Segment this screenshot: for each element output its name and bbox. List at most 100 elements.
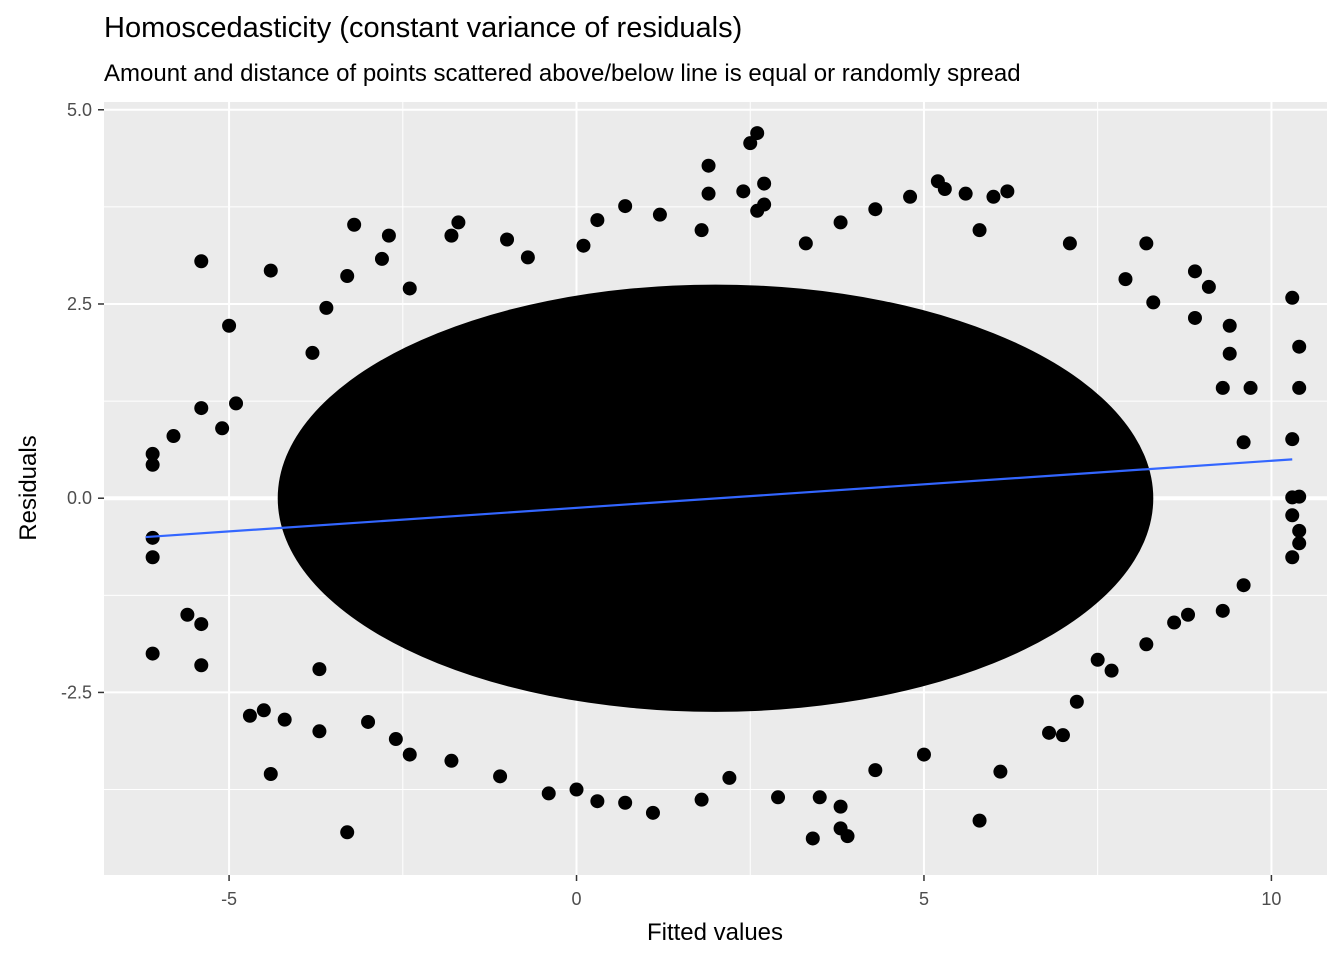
data-point bbox=[166, 429, 181, 444]
data-point bbox=[1215, 380, 1230, 395]
data-point bbox=[500, 232, 515, 247]
data-point bbox=[215, 421, 230, 436]
y-axis-ticks: -2.5 0.0 2.5 5.0 bbox=[61, 100, 104, 702]
data-point bbox=[145, 550, 160, 565]
data-point bbox=[618, 199, 633, 214]
data-point bbox=[771, 790, 786, 805]
x-axis-ticks: -5 0 5 10 bbox=[221, 875, 1281, 909]
data-point bbox=[194, 254, 209, 269]
data-point bbox=[812, 790, 827, 805]
data-point bbox=[444, 753, 459, 768]
data-point bbox=[1167, 615, 1182, 630]
data-point bbox=[1187, 264, 1202, 279]
data-point bbox=[1042, 725, 1057, 740]
x-tick-label: 5 bbox=[919, 889, 929, 909]
data-point bbox=[381, 228, 396, 243]
data-point bbox=[1187, 310, 1202, 325]
data-point bbox=[1285, 432, 1300, 447]
data-point bbox=[1104, 663, 1119, 678]
data-point bbox=[1090, 652, 1105, 667]
data-point bbox=[1118, 272, 1133, 287]
data-point bbox=[618, 795, 633, 810]
data-point bbox=[1146, 295, 1161, 310]
data-point bbox=[1222, 346, 1237, 361]
data-point bbox=[388, 732, 403, 747]
scatter-points bbox=[145, 126, 1307, 846]
data-point bbox=[694, 223, 709, 238]
data-point bbox=[263, 263, 278, 278]
data-point bbox=[805, 831, 820, 846]
data-point bbox=[576, 238, 591, 253]
x-axis-title: Fitted values bbox=[647, 919, 783, 946]
data-point bbox=[374, 251, 389, 266]
fit-line bbox=[145, 458, 1293, 539]
data-point bbox=[1222, 318, 1237, 333]
data-point bbox=[757, 197, 772, 212]
fit-line-segment bbox=[145, 458, 1293, 539]
data-point bbox=[833, 215, 848, 230]
data-point bbox=[590, 213, 605, 228]
data-point bbox=[493, 769, 508, 784]
data-point bbox=[263, 767, 278, 782]
data-point bbox=[444, 228, 459, 243]
data-point bbox=[798, 236, 813, 251]
data-point bbox=[569, 782, 584, 797]
data-point bbox=[1292, 536, 1307, 551]
data-point bbox=[1243, 380, 1258, 395]
data-point bbox=[402, 281, 417, 296]
data-point bbox=[347, 217, 362, 232]
data-point bbox=[833, 799, 848, 814]
data-point bbox=[361, 714, 376, 729]
data-point bbox=[743, 136, 758, 151]
data-point bbox=[1139, 236, 1154, 251]
data-point bbox=[903, 189, 918, 204]
data-point bbox=[145, 530, 160, 545]
data-point bbox=[1285, 550, 1300, 565]
data-point bbox=[1062, 236, 1077, 251]
data-point bbox=[1285, 508, 1300, 523]
data-point bbox=[986, 189, 1001, 204]
data-point bbox=[1139, 637, 1154, 652]
data-point bbox=[750, 126, 765, 141]
data-point bbox=[1201, 279, 1216, 294]
data-point bbox=[229, 396, 244, 411]
data-point bbox=[645, 805, 660, 820]
data-point bbox=[1292, 523, 1307, 538]
x-tick-label: -5 bbox=[221, 889, 237, 909]
y-tick-label: 0.0 bbox=[67, 488, 92, 508]
y-tick-label: 2.5 bbox=[67, 294, 92, 314]
data-point bbox=[937, 182, 952, 197]
chart-title: Homoscedasticity (constant variance of r… bbox=[104, 12, 743, 44]
data-point bbox=[590, 794, 605, 809]
chart-subtitle: Amount and distance of points scattered … bbox=[104, 60, 1021, 87]
x-tick-label: 0 bbox=[572, 889, 582, 909]
data-point bbox=[1215, 603, 1230, 618]
y-tick-label: 5.0 bbox=[67, 100, 92, 120]
data-point bbox=[312, 724, 327, 739]
y-tick-label: -2.5 bbox=[61, 682, 92, 702]
data-point bbox=[652, 207, 667, 222]
data-point bbox=[1292, 489, 1307, 504]
data-point bbox=[180, 607, 195, 622]
data-point bbox=[868, 202, 883, 217]
data-point bbox=[194, 658, 209, 673]
data-point bbox=[916, 747, 931, 762]
data-point bbox=[277, 712, 292, 727]
x-tick-label: 10 bbox=[1261, 889, 1281, 909]
data-point bbox=[305, 345, 320, 360]
data-point bbox=[340, 825, 355, 840]
data-point bbox=[145, 457, 160, 472]
data-point bbox=[451, 215, 466, 230]
data-point bbox=[972, 223, 987, 238]
data-point bbox=[701, 186, 716, 201]
data-point bbox=[1292, 339, 1307, 354]
data-point bbox=[757, 176, 772, 191]
data-point bbox=[694, 792, 709, 807]
data-point bbox=[194, 401, 209, 416]
data-point bbox=[1236, 578, 1251, 593]
data-point bbox=[1069, 694, 1084, 709]
data-point bbox=[1285, 290, 1300, 305]
data-point bbox=[972, 813, 987, 828]
data-point bbox=[541, 786, 556, 801]
